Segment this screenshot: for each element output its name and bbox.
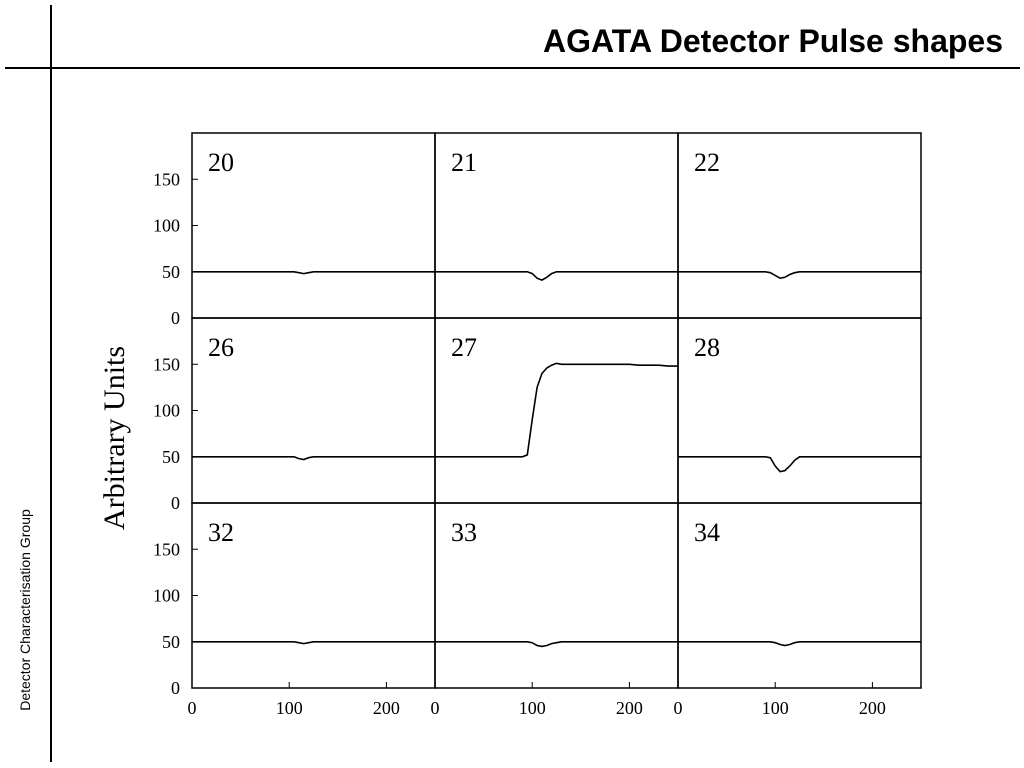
pulse-line: [678, 641, 921, 647]
panel-frame: [677, 502, 922, 689]
footer: Detector Characterisation Group: [17, 509, 33, 711]
pulse-line: [435, 271, 678, 281]
y-tick-label: 50: [162, 632, 180, 652]
panel-title: 26: [208, 333, 234, 362]
y-tick-label: 150: [153, 169, 180, 189]
x-tick-label: 200: [616, 698, 643, 718]
panel-title: 33: [451, 518, 477, 547]
panel-title: 32: [208, 518, 234, 547]
pulse-line: [192, 641, 435, 645]
panel-title: 21: [451, 148, 477, 177]
panel-title: 20: [208, 148, 234, 177]
y-tick-label: 0: [171, 678, 180, 698]
y-tick-label: 100: [153, 586, 180, 606]
y-axis-label: Arbitrary Units: [98, 346, 131, 530]
pulse-line: [192, 271, 435, 275]
y-tick-label: 100: [153, 216, 180, 236]
y-tick-label: 50: [162, 262, 180, 282]
panel-title: 27: [451, 333, 477, 362]
y-tick-label: 0: [171, 493, 180, 513]
pulse-line: [678, 456, 921, 473]
y-tick-label: 50: [162, 447, 180, 467]
x-tick-label: 200: [373, 698, 400, 718]
x-tick-label: 0: [431, 698, 440, 718]
pulse-line: [435, 641, 678, 648]
slide-title: AGATA Detector Pulse shapes: [543, 23, 1003, 59]
y-tick-label: 100: [153, 401, 180, 421]
pulse-line: [678, 271, 921, 280]
x-tick-label: 100: [519, 698, 546, 718]
x-tick-label: 0: [674, 698, 683, 718]
x-tick-label: 200: [859, 698, 886, 718]
x-tick-label: 100: [276, 698, 303, 718]
pulse-line: [192, 456, 435, 461]
y-tick-label: 0: [171, 308, 180, 328]
x-tick-label: 0: [188, 698, 197, 718]
pulse-line: [435, 362, 678, 458]
panel-title: 34: [694, 518, 720, 547]
panel-title: 22: [694, 148, 720, 177]
y-tick-label: 150: [153, 354, 180, 374]
panel-title: 28: [694, 333, 720, 362]
y-tick-label: 150: [153, 539, 180, 559]
x-tick-label: 100: [762, 698, 789, 718]
